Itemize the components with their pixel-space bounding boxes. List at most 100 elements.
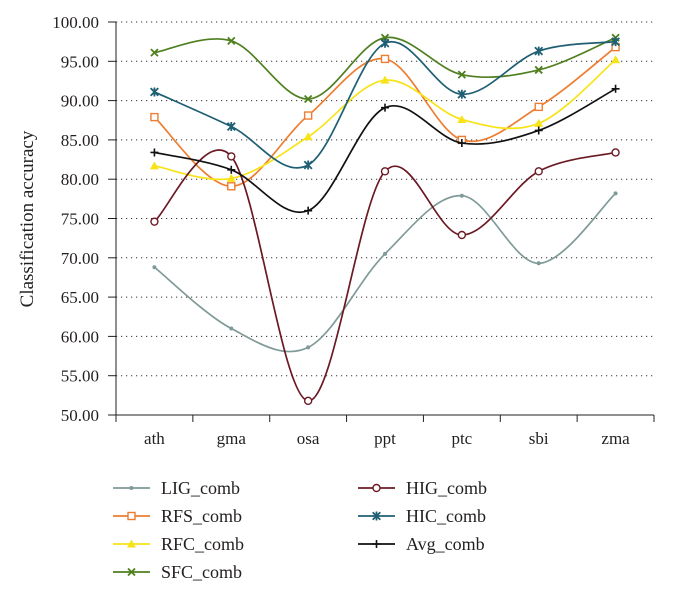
data-point-hic-comb-ath bbox=[149, 87, 159, 97]
data-point-avg-comb-ppt bbox=[381, 103, 389, 112]
data-point-lig-comb-ppt bbox=[383, 251, 387, 256]
data-point-avg-comb-osa bbox=[304, 206, 313, 215]
x-tick-label: zma bbox=[601, 429, 630, 448]
legend-item-sfc-comb: SFC_comb bbox=[113, 562, 242, 582]
legend: LIG_comb RFS_comb RFC_comb SFC_comb HIG_comb… bbox=[113, 478, 487, 582]
y-tick-label: 100.00 bbox=[52, 13, 99, 32]
data-point-avg-comb-gma bbox=[227, 165, 236, 174]
legend-item-rfs-comb: RFS_comb bbox=[113, 506, 242, 526]
y-tick-label: 55.00 bbox=[61, 367, 99, 386]
legend-marker bbox=[129, 486, 134, 490]
data-point-hig-comb-ath bbox=[150, 217, 159, 226]
legend-label: SFC_comb bbox=[161, 562, 242, 582]
data-point-lig-comb-gma bbox=[229, 326, 234, 331]
y-tick-label: 85.00 bbox=[61, 131, 99, 150]
data-point-hic-comb-zma bbox=[611, 37, 621, 47]
legend-label: HIG_comb bbox=[406, 478, 487, 498]
series-sfc-comb bbox=[150, 33, 620, 104]
data-point-rfc-comb-ptc bbox=[457, 114, 467, 123]
x-tick-label: osa bbox=[297, 429, 320, 448]
legend-item-hic-comb: HIC_comb bbox=[358, 506, 486, 526]
legend-marker bbox=[372, 540, 381, 548]
y-tick-label: 80.00 bbox=[61, 170, 99, 189]
data-point-lig-comb-osa bbox=[306, 345, 311, 350]
series-rfc-comb bbox=[149, 55, 621, 182]
legend-marker bbox=[127, 539, 136, 548]
legend-item-lig-comb: LIG_comb bbox=[113, 478, 240, 498]
x-tick-labels: ath gma osa ppt ptc sbi zma bbox=[144, 429, 630, 448]
legend-marker bbox=[127, 567, 136, 577]
data-point-hig-comb-zma bbox=[611, 148, 620, 157]
x-tick-label: ptc bbox=[451, 429, 472, 448]
data-point-hig-comb-gma bbox=[227, 152, 236, 161]
data-point-lig-comb-ath bbox=[152, 265, 157, 270]
data-point-sfc-comb-osa bbox=[304, 94, 313, 104]
x-tick-label: ppt bbox=[374, 429, 396, 448]
data-point-sfc-comb-sbi bbox=[534, 65, 543, 75]
data-point-rfs-comb-gma bbox=[227, 182, 236, 191]
axes bbox=[108, 21, 655, 422]
data-point-hic-comb-sbi bbox=[534, 46, 544, 56]
data-point-rfs-comb-ath bbox=[150, 112, 159, 122]
legend-label: RFC_comb bbox=[161, 534, 244, 554]
series-hic-comb bbox=[149, 37, 621, 170]
data-point-hic-comb-gma bbox=[226, 122, 236, 132]
data-point-rfc-comb-osa bbox=[303, 132, 313, 141]
data-point-rfc-comb-sbi bbox=[534, 118, 544, 127]
data-point-lig-comb-ptc bbox=[459, 193, 464, 198]
grid-lines bbox=[116, 21, 654, 377]
y-tick-label: 95.00 bbox=[61, 52, 99, 71]
legend-label: HIC_comb bbox=[406, 506, 486, 526]
data-point-sfc-comb-ptc bbox=[457, 70, 466, 79]
legend-marker bbox=[372, 483, 381, 493]
data-point-avg-comb-sbi bbox=[534, 126, 543, 135]
series-line-hig-comb bbox=[153, 149, 616, 402]
x-tick-label: ath bbox=[144, 429, 165, 448]
data-point-sfc-comb-ath bbox=[150, 48, 159, 57]
data-point-hic-comb-ppt bbox=[380, 38, 390, 48]
data-point-hic-comb-ptc bbox=[457, 89, 467, 99]
data-point-rfc-comb-zma bbox=[611, 55, 621, 64]
y-tick-labels: 50.00 55.00 60.00 65.00 70.00 75.00 80.00 85.00… bbox=[52, 13, 99, 425]
data-point-hig-comb-ptc bbox=[457, 230, 467, 240]
data-point-rfs-comb-ppt bbox=[380, 54, 390, 64]
data-point-rfc-comb-ppt bbox=[380, 75, 390, 84]
y-tick-label: 70.00 bbox=[61, 249, 99, 268]
data-point-hig-comb-ppt bbox=[380, 167, 390, 176]
data-point-avg-comb-zma bbox=[611, 84, 620, 93]
y-tick-label: 65.00 bbox=[61, 288, 99, 307]
y-tick-label: 75.00 bbox=[61, 210, 99, 229]
y-tick-label: 90.00 bbox=[61, 92, 99, 111]
legend-item-rfc-comb: RFC_comb bbox=[113, 534, 244, 554]
data-point-hig-comb-osa bbox=[303, 396, 313, 406]
data-point-lig-comb-zma bbox=[613, 191, 618, 196]
data-point-rfs-comb-osa bbox=[303, 111, 313, 120]
data-point-rfs-comb-sbi bbox=[534, 102, 543, 112]
data-point-lig-comb-sbi bbox=[536, 261, 541, 266]
x-tick-label: gma bbox=[217, 429, 247, 448]
data-point-hic-comb-osa bbox=[303, 160, 313, 170]
legend-label: Avg_comb bbox=[406, 534, 485, 554]
data-point-avg-comb-ptc bbox=[457, 139, 466, 148]
series-avg-comb bbox=[150, 84, 620, 215]
y-tick-label: 60.00 bbox=[61, 327, 99, 346]
legend-label: RFS_comb bbox=[161, 506, 242, 526]
legend-item-hig-comb: HIG_comb bbox=[358, 478, 487, 498]
series-hig-comb bbox=[150, 148, 620, 406]
y-tick-label: 50.00 bbox=[61, 406, 99, 425]
legend-marker bbox=[127, 511, 136, 521]
y-axis-title: Classification accuracy bbox=[17, 130, 38, 307]
legend-label: LIG_comb bbox=[161, 478, 240, 498]
legend-marker bbox=[372, 511, 381, 521]
data-point-rfc-comb-gma bbox=[226, 173, 236, 182]
series-group bbox=[149, 33, 621, 406]
data-point-avg-comb-ath bbox=[150, 148, 159, 157]
series-line-lig-comb bbox=[153, 192, 617, 353]
legend-item-avg-comb: Avg_comb bbox=[358, 534, 485, 554]
series-lig-comb bbox=[152, 191, 618, 353]
data-point-sfc-comb-gma bbox=[227, 36, 236, 46]
x-tick-label: sbi bbox=[529, 429, 549, 448]
data-point-hig-comb-sbi bbox=[534, 167, 543, 176]
data-point-rfc-comb-ath bbox=[149, 161, 159, 170]
